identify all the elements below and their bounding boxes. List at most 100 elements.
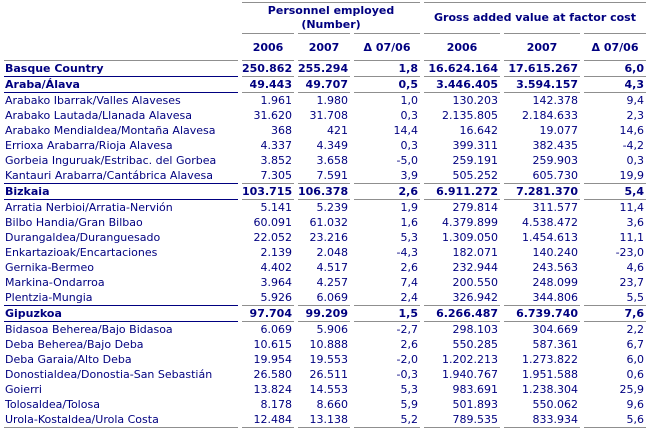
- cell-value: 2,4: [354, 290, 420, 306]
- cell-value: 5.239: [316, 201, 349, 214]
- cell-value: 10.888: [309, 338, 349, 351]
- cell-value: 833.934: [504, 412, 580, 428]
- cell-value: 7,4: [400, 276, 419, 289]
- cell-value: 3,6: [626, 216, 645, 229]
- cell-value: 1,9: [400, 201, 419, 214]
- cell-value: 6,0: [626, 353, 645, 366]
- table-row: Gernika-Bermeo 4.402 4.517 2,6 232.944 243.56…: [4, 260, 646, 275]
- table-row: Donostialdea/Donostia-San Sebastián 26.58…: [4, 367, 646, 382]
- cell-value: 3,9: [354, 168, 420, 184]
- label-column-header: [4, 33, 238, 61]
- cell-value: 399.311: [452, 139, 499, 152]
- cell-value: 5,5: [584, 290, 647, 306]
- cell-value: 243.563: [532, 261, 579, 274]
- cell-value: 16.624.164: [424, 61, 500, 77]
- cell-value: 3.964: [260, 276, 293, 289]
- cell-value: 8.178: [260, 398, 293, 411]
- row-label: Bizkaia: [4, 184, 238, 200]
- cell-value: 6.911.272: [424, 184, 500, 200]
- cell-value: 1,6: [400, 216, 419, 229]
- cell-value: 23.216: [309, 231, 349, 244]
- row-label: Basque Country: [4, 61, 238, 77]
- cell-value: 4.538.472: [522, 216, 578, 229]
- cell-value: 232.944: [452, 261, 499, 274]
- cell-value: 11,1: [619, 231, 645, 244]
- cell-value: 22.052: [253, 231, 293, 244]
- delta-column-header: Δ 07/06: [354, 33, 420, 61]
- cell-value: 605.730: [504, 168, 580, 184]
- cell-value: 0,3: [626, 154, 645, 167]
- row-label: Gernika-Bermeo: [5, 261, 94, 274]
- cell-value: 49.707: [298, 77, 350, 93]
- cell-value: 5,3: [400, 231, 419, 244]
- cell-value: 298.103: [452, 323, 499, 336]
- row-label: Arratia Nerbioi/Arratia-Nervión: [5, 201, 173, 214]
- group-header-personnel: Personnel employed (Number): [242, 2, 420, 33]
- row-label: Gorbeia Inguruak/Estribac. del Gorbea: [5, 154, 217, 167]
- cell-value: 11,4: [619, 201, 645, 214]
- table-row: Araba/Álava 49.443 49.707 0,5 3.446.405 3.594…: [4, 77, 647, 93]
- cell-value: 4.337: [260, 139, 293, 152]
- cell-value: -2,0: [396, 353, 418, 366]
- cell-value: 26.580: [253, 368, 293, 381]
- cell-value: 5,9: [400, 398, 419, 411]
- cell-value: 250.862: [242, 62, 294, 77]
- cell-value: 0,6: [626, 368, 645, 381]
- table-row: Deba Beherea/Bajo Deba 10.615 10.888 2,6 550…: [4, 337, 646, 352]
- cell-value: 3.594.157: [504, 77, 580, 93]
- cell-value: -5,0: [396, 154, 418, 167]
- year-column-header: 2006: [242, 33, 294, 61]
- cell-value: 311.577: [532, 201, 579, 214]
- table-body: Basque Country 250.862 255.294 1,8 16.624.16…: [4, 61, 647, 428]
- cell-value: 13.824: [253, 383, 293, 396]
- row-label: Tolosaldea/Tolosa: [5, 398, 100, 411]
- cell-value: 0,5: [354, 77, 420, 93]
- cell-value: 248.099: [532, 276, 579, 289]
- table-row: Goierri 13.824 14.553 5,3 983.691 1.238.304 25…: [4, 382, 646, 397]
- cell-value: 6.069: [298, 290, 350, 306]
- cell-value: 17.615.267: [504, 61, 580, 77]
- cell-value: 8.660: [316, 398, 349, 411]
- cell-value: 142.378: [532, 94, 579, 107]
- group-header-gav: Gross added value at factor cost: [424, 2, 647, 33]
- cell-value: 1.309.050: [442, 231, 498, 244]
- row-label: Markina-Ondarroa: [5, 276, 105, 289]
- cell-value: 5.141: [260, 201, 293, 214]
- cell-value: 1,5: [354, 306, 420, 322]
- cell-value: 1.238.304: [522, 383, 578, 396]
- cell-value: 1,0: [400, 94, 419, 107]
- cell-value: -0,3: [396, 368, 418, 381]
- cell-value: -4,2: [622, 139, 645, 152]
- cell-value: 501.893: [452, 398, 499, 411]
- group-header-gav-line1: Gross added value at factor cost: [434, 11, 636, 24]
- cell-value: 49.443: [242, 77, 294, 93]
- cell-value: 5.926: [242, 290, 294, 306]
- year-column-header: 2006: [424, 33, 500, 61]
- year-column-header: 2007: [504, 33, 580, 61]
- delta-column-header: Δ 07/06: [584, 33, 647, 61]
- cell-value: 304.669: [532, 323, 579, 336]
- cell-value: 326.942: [424, 290, 500, 306]
- row-label: Arabako Mendialdea/Montaña Alavesa: [5, 124, 216, 137]
- group-header-personnel-line1: Personnel employed: [267, 4, 395, 17]
- table-row: Enkartazioak/Encartaciones 2.139 2.048 -4,3…: [4, 245, 646, 260]
- table-row: Errioxa Arabarra/Rioja Alavesa 4.337 4.349…: [4, 138, 646, 153]
- cell-value: 3.446.405: [424, 77, 500, 93]
- table-row: Bilbo Handia/Gran Bilbao 60.091 61.032 1,6 4…: [4, 215, 646, 230]
- label-column-spacer: [4, 2, 238, 33]
- row-label: Araba/Álava: [4, 77, 238, 93]
- row-label: Durangaldea/Duranguesado: [5, 231, 161, 244]
- cell-value: 61.032: [309, 216, 349, 229]
- cell-value: 5,4: [584, 184, 647, 200]
- cell-value: 1,8: [354, 61, 420, 77]
- cell-value: 1.273.822: [522, 353, 578, 366]
- cell-value: 5,2: [354, 412, 420, 428]
- cell-value: 23,7: [619, 276, 645, 289]
- cell-value: 4,6: [626, 261, 645, 274]
- cell-value: 7,6: [584, 306, 647, 322]
- cell-value: 13.138: [298, 412, 350, 428]
- cell-value: 587.361: [532, 338, 579, 351]
- cell-value: 983.691: [452, 383, 499, 396]
- cell-value: 200.550: [452, 276, 499, 289]
